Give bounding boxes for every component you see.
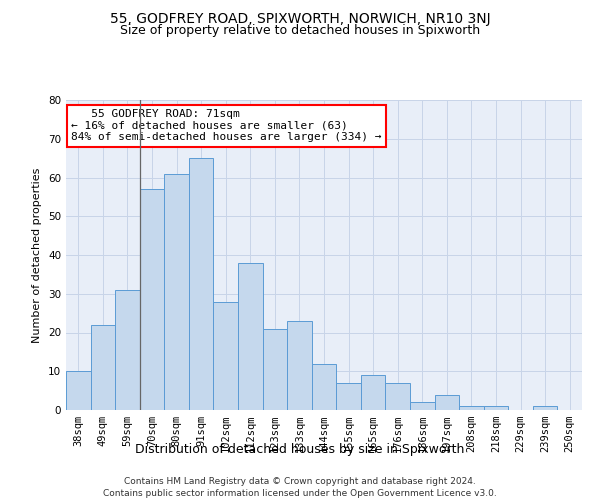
Bar [533,406,557,410]
Bar [263,328,287,410]
Text: Distribution of detached houses by size in Spixworth: Distribution of detached houses by size … [136,442,464,456]
Bar [336,383,361,410]
Bar [434,394,459,410]
Text: Contains HM Land Registry data © Crown copyright and database right 2024.: Contains HM Land Registry data © Crown c… [124,478,476,486]
Bar [140,189,164,410]
Bar [91,325,115,410]
Text: 55, GODFREY ROAD, SPIXWORTH, NORWICH, NR10 3NJ: 55, GODFREY ROAD, SPIXWORTH, NORWICH, NR… [110,12,490,26]
Bar [66,371,91,410]
Bar [484,406,508,410]
Bar [361,375,385,410]
Bar [189,158,214,410]
Y-axis label: Number of detached properties: Number of detached properties [32,168,43,342]
Bar [287,321,312,410]
Bar [385,383,410,410]
Bar [312,364,336,410]
Bar [459,406,484,410]
Bar [214,302,238,410]
Text: Size of property relative to detached houses in Spixworth: Size of property relative to detached ho… [120,24,480,37]
Bar [115,290,140,410]
Text: 55 GODFREY ROAD: 71sqm
← 16% of detached houses are smaller (63)
84% of semi-det: 55 GODFREY ROAD: 71sqm ← 16% of detached… [71,110,382,142]
Text: Contains public sector information licensed under the Open Government Licence v3: Contains public sector information licen… [103,489,497,498]
Bar [410,402,434,410]
Bar [238,263,263,410]
Bar [164,174,189,410]
